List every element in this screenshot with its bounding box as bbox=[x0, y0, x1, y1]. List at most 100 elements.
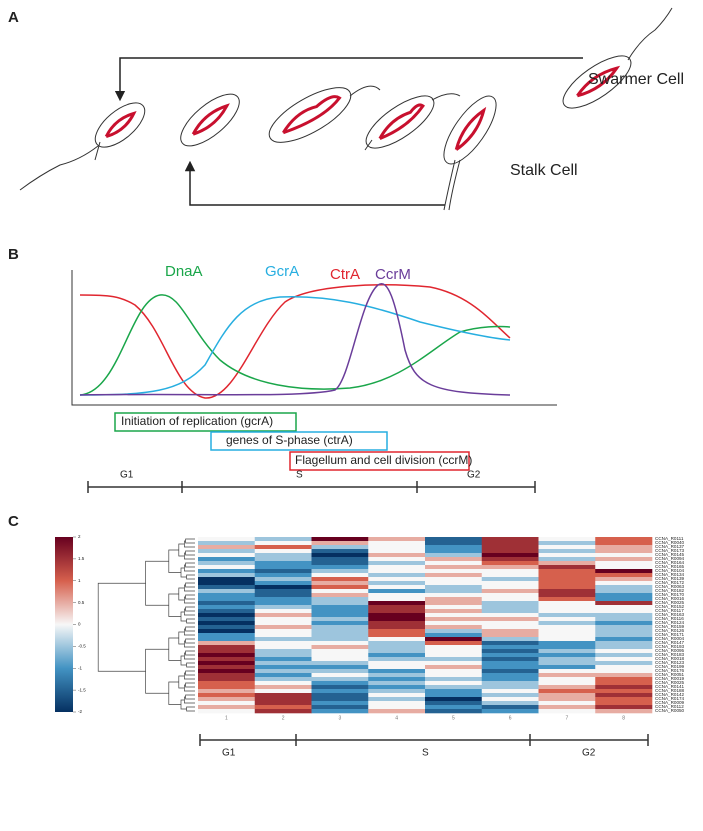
heatmap-cell bbox=[538, 621, 596, 626]
heatmap-cell bbox=[481, 569, 539, 574]
heatmap-cell bbox=[425, 637, 483, 642]
heatmap-cell bbox=[595, 585, 653, 590]
heatmap-cell bbox=[425, 669, 483, 674]
heatmap-cell bbox=[425, 633, 483, 638]
heatmap-cell bbox=[311, 589, 369, 594]
row-label: CCNA_R0183 bbox=[655, 652, 685, 657]
dendrogram-branch bbox=[184, 640, 195, 648]
heatmap-cell bbox=[425, 561, 483, 566]
heatmap-cell bbox=[481, 701, 539, 706]
heatmap-cell bbox=[198, 677, 256, 682]
heatmap-cell bbox=[254, 609, 312, 614]
box-label: genes of S-phase (ctrA) bbox=[226, 433, 353, 447]
heatmap-cell bbox=[368, 585, 426, 590]
heatmap-cell bbox=[538, 665, 596, 670]
heatmap-cell bbox=[481, 561, 539, 566]
heatmap-cell bbox=[311, 541, 369, 546]
heatmap-cell bbox=[311, 653, 369, 658]
heatmap-cell bbox=[538, 545, 596, 550]
heatmap-cell bbox=[595, 677, 653, 682]
dendrogram-branch bbox=[185, 670, 195, 676]
heatmap-cell bbox=[595, 625, 653, 630]
heatmap-cell bbox=[538, 593, 596, 598]
dendrogram-branch bbox=[185, 594, 195, 600]
heatmap-cell bbox=[538, 653, 596, 658]
heatmap-cell bbox=[425, 581, 483, 586]
heatmap-cell bbox=[368, 685, 426, 690]
heatmap-cell bbox=[198, 605, 256, 610]
heatmap-cell bbox=[198, 701, 256, 706]
heatmap-cell bbox=[311, 593, 369, 598]
heatmap-cell bbox=[425, 573, 483, 578]
heatmap-cell bbox=[368, 545, 426, 550]
row-label: CCNA_R0111 bbox=[655, 536, 684, 541]
dendrogram-branch bbox=[178, 675, 185, 689]
heatmap-cell bbox=[538, 693, 596, 698]
heatmap-cell bbox=[254, 665, 312, 670]
colorbar bbox=[55, 537, 73, 712]
heatmap-cell bbox=[198, 537, 256, 542]
heatmap-cell bbox=[311, 561, 369, 566]
heatmap-cell bbox=[311, 685, 369, 690]
heatmap-cell bbox=[481, 637, 539, 642]
heatmap-cell bbox=[481, 669, 539, 674]
heatmap-cell bbox=[425, 617, 483, 622]
heatmap-cell bbox=[425, 565, 483, 570]
heatmap-cell bbox=[481, 593, 539, 598]
heatmap-cell bbox=[254, 633, 312, 638]
heatmap-cell bbox=[595, 697, 653, 702]
heatmap-cell bbox=[595, 657, 653, 662]
heatmap-cell bbox=[254, 653, 312, 658]
curve-label: CtrA bbox=[330, 266, 360, 283]
heatmap-cell bbox=[254, 613, 312, 618]
column-label: 1 bbox=[225, 715, 228, 721]
row-label: CCNA_R0095 bbox=[655, 648, 685, 653]
row-label: CCNA_R0112 bbox=[655, 704, 684, 709]
heatmap-cell bbox=[595, 709, 653, 714]
heatmap-cell bbox=[538, 637, 596, 642]
dendrogram-branch bbox=[184, 584, 195, 592]
heatmap-cell bbox=[368, 629, 426, 634]
heatmap-cell bbox=[481, 565, 539, 570]
heatmap-cell bbox=[425, 577, 483, 582]
heatmap-cell bbox=[595, 629, 653, 634]
row-label: CCNA_R0124 bbox=[655, 620, 685, 625]
heatmap-cell bbox=[311, 641, 369, 646]
cell-cycle-diagram bbox=[19, 7, 673, 211]
box bbox=[114, 412, 297, 432]
box bbox=[210, 431, 388, 451]
heatmap-cell bbox=[254, 589, 312, 594]
heatmap-cell bbox=[311, 581, 369, 586]
heatmap-cell bbox=[538, 649, 596, 654]
heatmap-cell bbox=[481, 641, 539, 646]
heatmap-cell bbox=[198, 545, 256, 550]
heatmap-cell bbox=[311, 701, 369, 706]
heatmap-cell bbox=[254, 557, 312, 562]
heatmap-cell bbox=[311, 629, 369, 634]
heatmap-cell bbox=[595, 689, 653, 694]
heatmap-cell bbox=[595, 649, 653, 654]
box-label: Flagellum and cell division (ccrM) bbox=[295, 453, 472, 467]
heatmap-cell bbox=[595, 613, 653, 618]
heatmap-cell bbox=[425, 605, 483, 610]
heatmap-cell bbox=[595, 669, 653, 674]
heatmap-cell bbox=[198, 669, 256, 674]
heatmap-cell bbox=[425, 609, 483, 614]
row-label: CCNA_R0134 bbox=[655, 572, 685, 577]
panel-label: B bbox=[8, 246, 19, 263]
heatmap-cell bbox=[198, 561, 256, 566]
heatmap-cell bbox=[198, 657, 256, 662]
dendrogram-branch bbox=[185, 694, 195, 700]
row-label: CCNA_R0004 bbox=[655, 636, 685, 641]
heatmap-cell bbox=[595, 573, 653, 578]
heatmap-cell bbox=[481, 649, 539, 654]
heatmap-cell bbox=[481, 553, 539, 558]
heatmap-cell bbox=[311, 601, 369, 606]
heatmap-cell bbox=[368, 709, 426, 714]
heatmap-cell bbox=[198, 573, 256, 578]
heatmap-cell bbox=[538, 549, 596, 554]
row-label: CCNA_R0176 bbox=[655, 668, 685, 673]
heatmap-cell bbox=[254, 697, 312, 702]
row-label: CCNA_R0137 bbox=[655, 544, 685, 549]
heatmap-cell bbox=[595, 569, 653, 574]
